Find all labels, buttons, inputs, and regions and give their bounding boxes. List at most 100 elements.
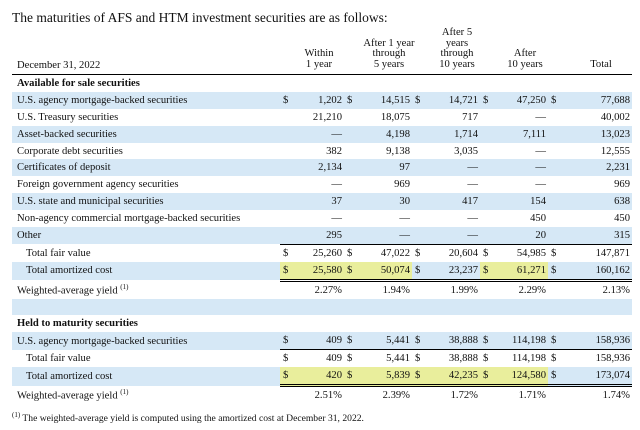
row-label: Non-agency commercial mortgage-backed se… <box>12 210 280 227</box>
row-label: U.S. Treasury securities <box>12 109 280 126</box>
value-cell: 160,162 <box>562 261 633 282</box>
currency-cell <box>480 280 494 298</box>
row-label-text: Weighted-average yield <box>17 390 118 402</box>
currency-cell <box>548 280 562 298</box>
currency-cell: $ <box>480 349 494 368</box>
value-cell: 77,688 <box>562 91 633 109</box>
currency-cell <box>412 143 426 160</box>
currency-cell: $ <box>412 261 426 282</box>
value-cell: 4,198 <box>358 125 412 143</box>
currency-cell <box>280 193 294 211</box>
value-cell: 14,721 <box>426 91 480 109</box>
row-label-text: U.S. Treasury securities <box>17 111 119 123</box>
section-header: Held to maturity securities <box>12 315 632 332</box>
currency-cell: $ <box>480 91 494 109</box>
currency-cell <box>480 386 494 404</box>
currency-cell <box>480 193 494 211</box>
row-label: Corporate debt securities <box>12 143 280 160</box>
value-cell: 25,260 <box>294 243 344 262</box>
value-cell: — <box>426 159 480 177</box>
currency-cell: $ <box>344 332 358 350</box>
value-cell: 47,250 <box>494 91 548 109</box>
value-cell: 409 <box>294 349 344 368</box>
value-cell: 2.39% <box>382 389 410 401</box>
row-label: U.S. state and municipal securities <box>12 193 280 211</box>
currency-cell <box>412 210 426 227</box>
currency-cell <box>280 109 294 126</box>
value-cell: 5,441 <box>358 332 412 350</box>
currency-cell <box>344 386 358 404</box>
table-row: U.S. agency mortgage-backed securities $1… <box>12 91 633 109</box>
row-label-text: Total amortized cost <box>26 265 113 277</box>
currency-cell <box>280 227 294 245</box>
value-cell: — <box>331 213 342 225</box>
section-header: Available for sale securities <box>12 75 632 92</box>
currency-cell <box>548 159 562 177</box>
row-label-text: Corporate debt securities <box>17 145 123 157</box>
row-label: Weighted-average yield (1) <box>12 280 280 298</box>
currency-cell <box>280 176 294 193</box>
value-cell: 1.94% <box>382 284 410 296</box>
table-row: Certificates of deposit 2,134 97 — — 2,231 <box>12 159 633 177</box>
value-cell: 40,002 <box>600 111 631 123</box>
value-cell: 20 <box>494 227 548 245</box>
footnote-text: The weighted-average yield is computed u… <box>22 413 364 425</box>
value-cell: 1,202 <box>294 91 344 109</box>
value-cell: — <box>467 179 478 191</box>
value-cell: 382 <box>326 145 342 157</box>
column-header-4: After 10 years <box>498 49 552 71</box>
currency-cell: $ <box>280 91 294 109</box>
currency-cell <box>480 210 494 227</box>
row-label-text: Foreign government agency securities <box>17 179 179 191</box>
value-cell: 5,839 <box>358 367 412 388</box>
value-cell: 1.71% <box>518 389 546 401</box>
column-header-1: Within 1 year <box>294 49 344 71</box>
value-cell: 21,210 <box>312 111 342 123</box>
currency-cell: $ <box>344 367 358 388</box>
yield-row: Weighted-average yield (1) 2.27% 1.94% 1.99… <box>12 280 632 298</box>
row-label-text: Total amortized cost <box>26 370 113 382</box>
value-cell: 38,888 <box>426 349 480 368</box>
value-cell: 154 <box>494 193 548 211</box>
value-cell: 147,871 <box>562 243 633 262</box>
currency-cell: $ <box>412 367 426 388</box>
column-header-line: After <box>513 48 537 60</box>
currency-cell <box>412 193 426 211</box>
value-cell: 12,555 <box>600 145 631 157</box>
currency-cell <box>480 176 494 193</box>
currency-cell <box>344 193 358 211</box>
currency-cell: $ <box>548 261 562 282</box>
row-label-text: U.S. state and municipal securities <box>17 196 164 208</box>
value-cell: 420 <box>294 367 344 388</box>
column-header-5: Total <box>566 59 636 71</box>
value-cell: 2,231 <box>562 159 633 177</box>
value-cell: 7,111 <box>494 125 548 143</box>
currency-cell <box>548 143 562 160</box>
value-cell: 173,074 <box>562 367 633 388</box>
value-cell: 13,023 <box>562 125 633 143</box>
column-header-line: 10 years <box>507 59 543 71</box>
currency-cell <box>480 143 494 160</box>
table-row: Foreign government agency securities — 969… <box>12 176 632 193</box>
column-header-line: 10 years <box>439 59 475 71</box>
table-row: Corporate debt securities 382 9,138 3,035 — 1… <box>12 143 632 160</box>
currency-cell <box>280 210 294 227</box>
column-header-line: through <box>440 48 474 60</box>
value-cell: — <box>399 213 410 225</box>
currency-cell: $ <box>548 367 562 388</box>
currency-cell <box>480 109 494 126</box>
currency-cell <box>548 227 562 245</box>
value-cell: 114,198 <box>494 349 548 368</box>
value-cell: 2.51% <box>314 389 342 401</box>
row-label: U.S. agency mortgage-backed securities <box>12 91 280 109</box>
spacer-row <box>12 298 633 316</box>
value-cell: — <box>535 179 546 191</box>
currency-cell: $ <box>412 349 426 368</box>
row-label: Other <box>12 227 280 245</box>
table-row: U.S. agency mortgage-backed securities $4… <box>12 332 633 350</box>
maturities-table: Available for sale securities U.S. agency… <box>12 75 633 404</box>
value-cell: 158,936 <box>562 332 633 350</box>
row-label-text: Total fair value <box>26 352 91 364</box>
value-cell: 37 <box>294 193 344 211</box>
currency-cell: $ <box>344 349 358 368</box>
